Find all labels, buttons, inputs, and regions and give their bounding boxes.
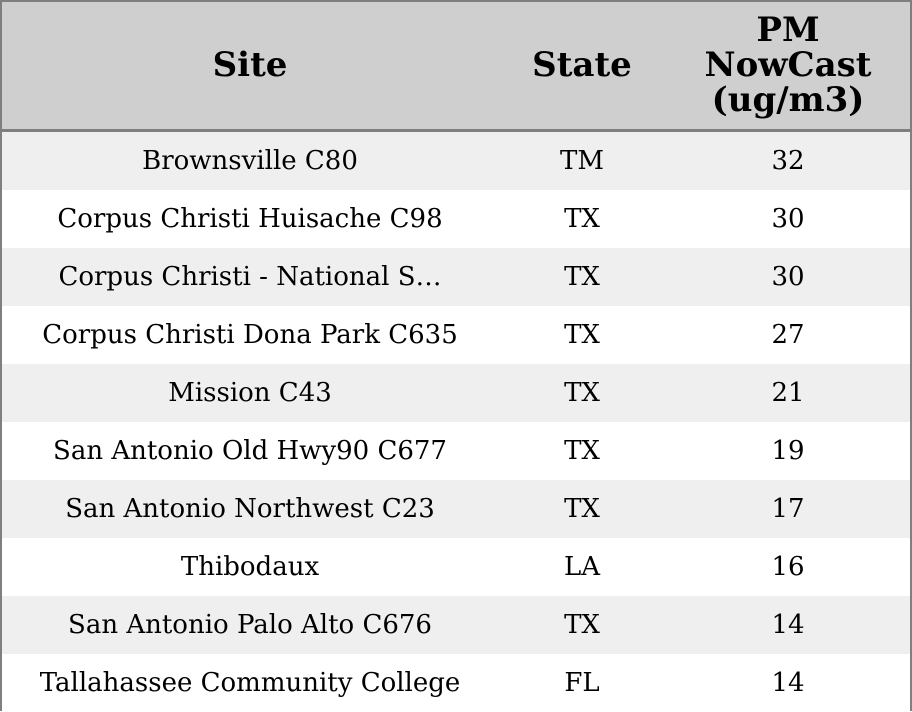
header-pm-nowcast: PM NowCast (ug/m3) bbox=[666, 2, 910, 129]
cell-pm-value: 30 bbox=[771, 204, 805, 234]
cell-site: San Antonio Palo Alto C676 bbox=[68, 610, 432, 640]
cell-state: FL bbox=[564, 668, 600, 698]
cell-state: TX bbox=[564, 494, 600, 524]
header-pm-line-2: NowCast bbox=[704, 45, 872, 85]
table-row: Thibodaux LA 16 bbox=[2, 538, 910, 596]
cell-site: Thibodaux bbox=[180, 552, 320, 582]
cell-site: Corpus Christi - National S… bbox=[58, 262, 442, 292]
cell-pm-value: 19 bbox=[771, 436, 805, 466]
cell-pm-value: 32 bbox=[771, 146, 805, 176]
cell-state: TX bbox=[564, 610, 600, 640]
cell-pm-value: 30 bbox=[771, 262, 805, 292]
cell-pm-value: 16 bbox=[771, 552, 805, 582]
header-pm-line-3: (ug/m3) bbox=[711, 80, 865, 120]
table-row: San Antonio Northwest C23 TX 17 bbox=[2, 480, 910, 538]
header-state: State bbox=[532, 45, 632, 85]
cell-site: Mission C43 bbox=[168, 378, 332, 408]
table-row: San Antonio Palo Alto C676 TX 14 bbox=[2, 596, 910, 654]
table-header: Site State PM NowCast (ug/m3) bbox=[2, 2, 910, 132]
cell-state: TM bbox=[560, 146, 604, 176]
cell-site: Corpus Christi Dona Park C635 bbox=[42, 320, 458, 350]
table-row: San Antonio Old Hwy90 C677 TX 19 bbox=[2, 422, 910, 480]
cell-pm-value: 14 bbox=[771, 668, 805, 698]
cell-pm-value: 21 bbox=[771, 378, 805, 408]
table-row: Mission C43 TX 21 bbox=[2, 364, 910, 422]
cell-site: Tallahassee Community College bbox=[39, 668, 461, 698]
cell-state: TX bbox=[564, 204, 600, 234]
header-pm-line-1: PM bbox=[756, 10, 820, 50]
table-row: Corpus Christi - National S… TX 30 bbox=[2, 248, 910, 306]
table-row: Corpus Christi Dona Park C635 TX 27 bbox=[2, 306, 910, 364]
cell-pm-value: 27 bbox=[771, 320, 805, 350]
header-site: Site bbox=[212, 45, 288, 85]
cell-pm-value: 17 bbox=[771, 494, 805, 524]
cell-state: LA bbox=[563, 552, 601, 582]
cell-site: Corpus Christi Huisache C98 bbox=[57, 204, 443, 234]
cell-site: San Antonio Old Hwy90 C677 bbox=[53, 436, 447, 466]
cell-site: Brownsville C80 bbox=[142, 146, 358, 176]
table-row: Tallahassee Community College FL 14 bbox=[2, 654, 910, 712]
table-row: Brownsville C80 TM 32 bbox=[2, 132, 910, 190]
cell-state: TX bbox=[564, 436, 600, 466]
cell-state: TX bbox=[564, 320, 600, 350]
cell-pm-value: 14 bbox=[771, 610, 805, 640]
cell-state: TX bbox=[564, 378, 600, 408]
table-row: Corpus Christi Huisache C98 TX 30 bbox=[2, 190, 910, 248]
cell-state: TX bbox=[564, 262, 600, 292]
cell-site: San Antonio Northwest C23 bbox=[65, 494, 435, 524]
